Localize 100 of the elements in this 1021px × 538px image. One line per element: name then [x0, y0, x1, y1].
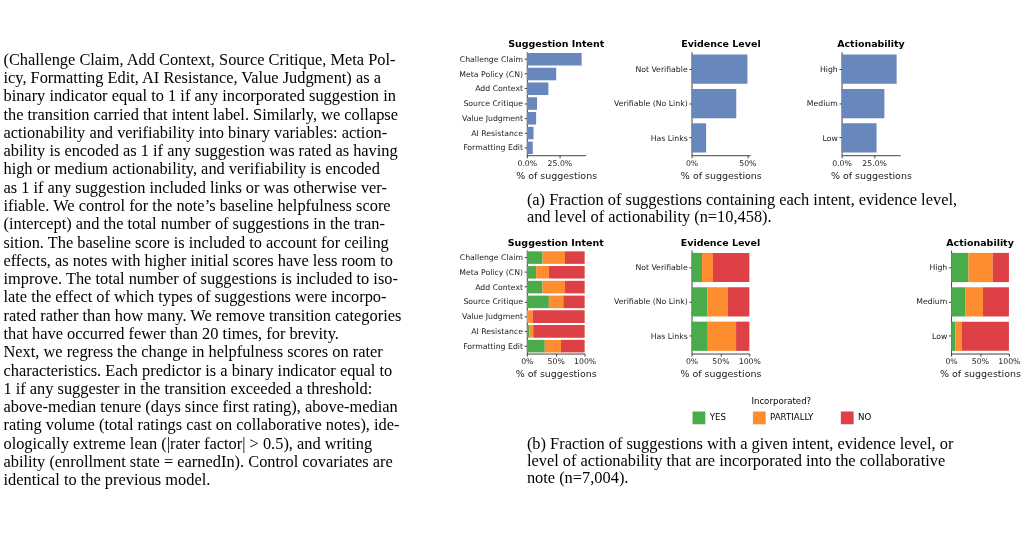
text: Next, we regress the change in helpfulness scores on rater — [3, 342, 384, 362]
y-tick-label: Medium — [916, 297, 948, 307]
bar — [563, 295, 585, 309]
x-tick-label: 50% — [547, 357, 565, 367]
x-tick-label: 25.0% — [547, 159, 573, 169]
x-tick-label: 0% — [685, 357, 699, 367]
text: late the effect of which types of suggestions were incorpo- — [3, 287, 387, 307]
text: (a) Fraction of suggestions containing each intent, evidence level, — [526, 190, 958, 210]
bar — [965, 287, 983, 317]
bar — [982, 287, 1009, 317]
bar — [526, 251, 543, 264]
x-tick-label: 0% — [685, 159, 699, 169]
bar — [968, 252, 993, 283]
bar — [951, 252, 969, 283]
text: ologically extreme lean (|rater factor| > 0.5), and writing — [3, 433, 373, 453]
bar — [712, 252, 750, 283]
x-tick-label: 0.0% — [517, 159, 538, 169]
bar — [526, 280, 543, 294]
bar — [526, 97, 538, 110]
bar — [548, 266, 585, 279]
bar — [707, 287, 728, 317]
text: rated rather than how many. We remove transition categories — [3, 305, 402, 325]
text: (intercept) and the total number of suggestions in the tran- — [3, 214, 385, 234]
chart-title: Suggestion Intent — [508, 38, 605, 50]
y-tick-label: Has Links — [650, 331, 688, 341]
x-axis-title: % of suggestions — [680, 368, 762, 380]
bar — [691, 123, 707, 153]
x-tick-label: 0% — [521, 357, 534, 367]
bar — [691, 88, 737, 119]
bar — [526, 325, 530, 338]
x-tick-label: 100% — [738, 357, 761, 367]
bar — [536, 266, 549, 279]
legend-label: YES — [708, 412, 726, 423]
bar — [841, 88, 885, 119]
text: binary indicator equal to 1 if any incorporated suggestion in — [3, 86, 396, 106]
text: above-median tenure (days since first rating), above-median — [3, 397, 398, 417]
y-tick-label: Low — [932, 331, 948, 341]
chart-title: Evidence Level — [680, 236, 761, 248]
bar — [526, 339, 545, 353]
y-tick-label: Challenge Claim — [459, 54, 523, 64]
legend-label: NO — [858, 412, 872, 423]
y-tick-label: Formatting Edit — [463, 341, 523, 351]
bar — [701, 252, 713, 283]
y-tick-label: Has Links — [650, 133, 688, 143]
x-tick-label: 50% — [971, 357, 990, 367]
text: rating volume (total ratings cast on collaborative notes), ide- — [3, 415, 400, 435]
y-tick-label: Source Critique — [463, 297, 524, 307]
bar — [532, 310, 585, 323]
y-tick-label: Not Verifiable — [635, 64, 688, 74]
x-tick-label: 0.0% — [832, 159, 852, 169]
bar — [955, 321, 962, 351]
x-axis-title: % of suggestions — [515, 368, 597, 380]
y-tick-label: Value Judgment — [461, 113, 523, 123]
bar — [736, 321, 750, 351]
y-tick-label: Verifiable (No Link) — [614, 297, 688, 307]
y-tick-label: Verifiable (No Link) — [614, 99, 688, 109]
bar — [526, 126, 534, 140]
bar — [526, 141, 533, 155]
bar — [548, 295, 564, 309]
bar — [526, 295, 549, 309]
text: the transition carried that intent label. Similarly, we collapse — [3, 104, 398, 124]
bar — [691, 321, 708, 351]
text: as 1 if any suggestion included links or was otherwise ver- — [3, 177, 387, 197]
bar — [565, 251, 585, 264]
legend-title: Incorporated? — [751, 396, 812, 407]
bar — [841, 123, 877, 153]
chart-title: Evidence Level — [681, 38, 761, 50]
bar — [544, 339, 561, 353]
x-axis-title: % of suggestions — [516, 169, 598, 181]
y-tick-label: Add Context — [475, 84, 523, 94]
x-axis-title: % of suggestions — [680, 169, 762, 181]
text: high or medium actionability, and verifiability is encoded — [3, 159, 380, 179]
legend-label: PARTIALLY — [770, 412, 815, 423]
bar — [542, 251, 566, 264]
text: ability is encoded as 1 if any suggestion was rated as having — [3, 141, 398, 161]
bar — [526, 52, 582, 66]
text: note (n=7,004). — [526, 467, 629, 487]
bar — [691, 287, 708, 317]
bar — [542, 280, 566, 294]
chart-title: Suggestion Intent — [507, 236, 605, 248]
x-tick-label: 50% — [739, 159, 757, 169]
text: improve. The total number of suggestions is included to iso- — [3, 269, 398, 289]
bar — [707, 321, 737, 351]
bar — [691, 54, 748, 84]
y-tick-label: High — [819, 64, 838, 74]
x-tick-label: 50% — [712, 357, 730, 367]
bar — [841, 54, 897, 84]
bar — [727, 287, 750, 317]
y-tick-label: Not Verifiable — [635, 263, 688, 273]
y-tick-label: AI Resistance — [471, 326, 524, 336]
bar — [691, 252, 702, 283]
bar — [526, 67, 557, 81]
y-tick-label: Source Critique — [463, 99, 524, 109]
bar — [951, 287, 966, 317]
chart-title: Actionability — [837, 38, 905, 50]
y-tick-label: Low — [822, 133, 839, 143]
y-tick-label: Medium — [806, 99, 838, 109]
x-tick-label: 0% — [945, 357, 958, 367]
y-tick-label: Add Context — [475, 282, 523, 292]
y-tick-label: Meta Policy (CN) — [459, 69, 523, 79]
